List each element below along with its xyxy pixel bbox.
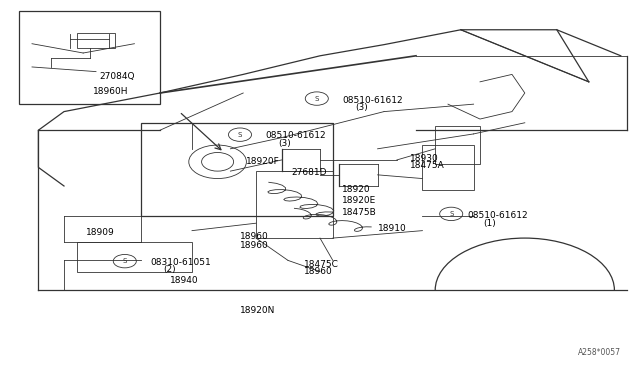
Text: 18960: 18960	[240, 232, 269, 241]
Text: (3): (3)	[355, 103, 368, 112]
Text: 18920N: 18920N	[240, 306, 275, 315]
Text: 18920F: 18920F	[246, 157, 280, 166]
Text: (3): (3)	[278, 139, 291, 148]
Text: 18475A: 18475A	[410, 161, 444, 170]
Text: 08510-61612: 08510-61612	[342, 96, 403, 105]
Text: 08510-61612: 08510-61612	[467, 211, 528, 220]
Text: 18960: 18960	[304, 267, 333, 276]
Text: S: S	[123, 258, 127, 264]
Text: S: S	[449, 211, 453, 217]
Text: 18960H: 18960H	[93, 87, 128, 96]
Text: S: S	[238, 132, 242, 138]
Text: 08310-61051: 08310-61051	[150, 258, 211, 267]
Text: (2): (2)	[163, 265, 176, 274]
Bar	[435, 126, 480, 164]
Text: 18920E: 18920E	[342, 196, 377, 205]
Text: 18475C: 18475C	[304, 260, 339, 269]
Bar	[77, 33, 115, 48]
Text: 27084Q: 27084Q	[99, 72, 134, 81]
Text: 18909: 18909	[86, 228, 115, 237]
Bar	[141, 123, 333, 216]
Text: 18920: 18920	[342, 185, 371, 194]
Text: 18930: 18930	[410, 154, 438, 163]
Text: 08510-61612: 08510-61612	[266, 131, 326, 140]
Text: 27681D: 27681D	[291, 169, 326, 177]
Text: S: S	[315, 96, 319, 102]
Bar	[19, 11, 160, 104]
Text: (1): (1)	[483, 219, 496, 228]
Text: 18475B: 18475B	[342, 208, 377, 217]
Bar	[422, 145, 474, 190]
Bar	[256, 171, 333, 238]
Bar	[77, 242, 192, 272]
Text: A258*0057: A258*0057	[578, 348, 621, 357]
Text: 18940: 18940	[170, 276, 198, 285]
Text: 18910: 18910	[378, 224, 406, 233]
Text: 18960: 18960	[240, 241, 269, 250]
